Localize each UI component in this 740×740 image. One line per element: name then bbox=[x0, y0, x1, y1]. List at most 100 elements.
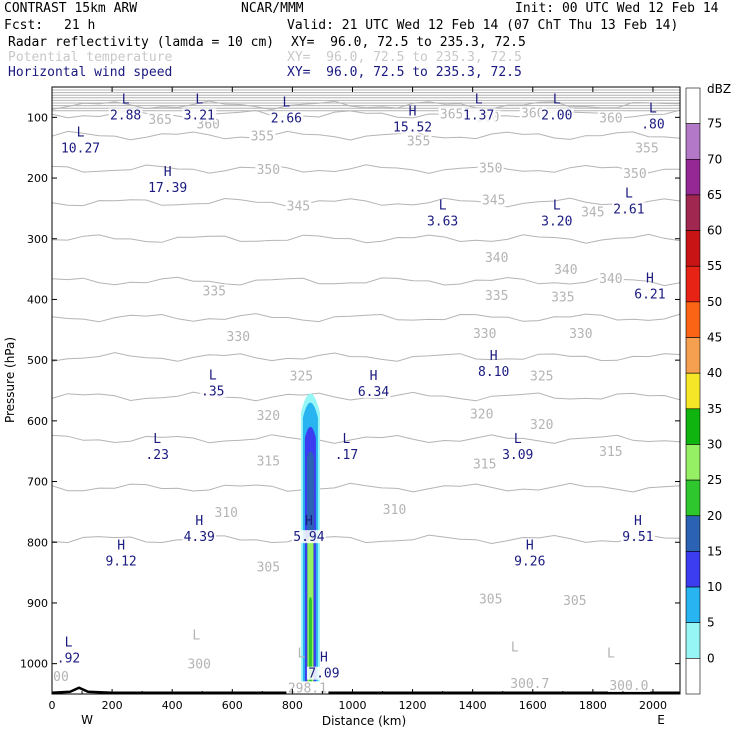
x-tick-label: 1600 bbox=[519, 699, 547, 712]
field-reflectivity-name: Radar reflectivity (lamda = 10 cm) bbox=[8, 35, 275, 50]
colorbar-swatch bbox=[685, 586, 701, 624]
x-tick-label: 1800 bbox=[579, 699, 607, 712]
theta-label: 305 bbox=[479, 593, 502, 608]
theta-label-bg bbox=[597, 111, 624, 125]
wind-value-bg bbox=[539, 214, 574, 228]
colorbar-swatch bbox=[685, 194, 701, 231]
east-label: E bbox=[657, 713, 665, 727]
wind-extreme-value: 1.37 bbox=[463, 108, 494, 123]
theta-label-bg bbox=[483, 250, 510, 264]
terrain-line bbox=[51, 686, 680, 695]
theta-label-bg bbox=[201, 284, 228, 298]
colorbar-swatch bbox=[685, 301, 701, 338]
wind-extreme-letter: L bbox=[439, 199, 447, 214]
wind-extreme-letter: L bbox=[343, 432, 351, 447]
wind-extreme-value: 9.12 bbox=[105, 554, 136, 569]
wind-extreme-letter: L bbox=[153, 432, 161, 447]
y-axis-label: Pressure (hPa) bbox=[3, 337, 17, 423]
theta-label: 340 bbox=[554, 263, 577, 278]
forecast-hours: 21 h bbox=[64, 18, 96, 33]
theta-label-bg bbox=[438, 107, 465, 121]
colorbar-swatch bbox=[685, 408, 701, 445]
theta-label: 360 bbox=[521, 106, 544, 121]
theta-label: 360 bbox=[599, 111, 622, 126]
wind-extreme-letter: L bbox=[77, 126, 85, 141]
theta-label-bg bbox=[286, 681, 329, 695]
x-tick-label: 600 bbox=[222, 699, 243, 712]
colorbar-level-label: 5 bbox=[707, 616, 715, 630]
theta-contour-lines bbox=[51, 89, 681, 545]
theta-label-bg bbox=[579, 205, 606, 219]
axes: 0 200 400 600 800 1000 1200 1400 1600 1800 2000 100… bbox=[20, 86, 681, 712]
theta-label: 365 bbox=[440, 108, 463, 123]
wind-extreme-value: 3.20 bbox=[541, 215, 572, 230]
wind-extreme-letter: H bbox=[370, 369, 378, 384]
field-theta-xy: XY= 96.0, 72.5 to 235.3, 72.5 bbox=[287, 50, 522, 65]
theta-label-bg bbox=[249, 129, 276, 143]
colorbar-level-label: 45 bbox=[707, 331, 722, 345]
theta-label: 350 bbox=[479, 162, 502, 177]
wind-value-bg bbox=[306, 666, 341, 680]
x-tick-label: 1000 bbox=[338, 699, 366, 712]
theta-label-bg bbox=[597, 272, 624, 286]
theta-label-bg bbox=[552, 263, 579, 277]
theta-label-bg bbox=[549, 290, 576, 304]
y-tick-label: 800 bbox=[27, 536, 48, 549]
theta-label-bg bbox=[477, 161, 504, 175]
theta-label-bg bbox=[186, 657, 213, 671]
theta-label: 305 bbox=[563, 594, 586, 609]
theta-label-bg bbox=[477, 592, 504, 606]
wind-extreme-letter: L bbox=[649, 101, 657, 116]
y-tick-label: 100 bbox=[27, 111, 48, 124]
x-tick-label: 2000 bbox=[639, 699, 667, 712]
wind-extreme-value: 3.21 bbox=[184, 108, 215, 123]
wind-extreme-letter: H bbox=[164, 165, 172, 180]
y-tick-label: 400 bbox=[27, 293, 48, 306]
theta-contour-365 bbox=[51, 109, 681, 120]
theta-label: 300 bbox=[187, 658, 210, 673]
wind-extreme-value: .23 bbox=[145, 448, 168, 463]
x-tick-label: 0 bbox=[49, 699, 56, 712]
wind-value-bg bbox=[104, 554, 139, 568]
colorbar: 0 5 10 15 20 25 30 35 40 45 50 55 60 65 70 75 bbox=[685, 87, 722, 695]
x-axis-label: Distance (km) bbox=[322, 714, 406, 728]
theta-extreme-letter: L bbox=[297, 647, 305, 662]
theta-label-bg bbox=[471, 457, 498, 471]
wind-extreme-value: 2.61 bbox=[613, 202, 644, 217]
wind-extreme-value: 9.26 bbox=[514, 554, 545, 569]
theta-label-bg bbox=[633, 141, 660, 155]
wind-value-bg bbox=[199, 384, 226, 398]
theta-extreme-letter: L bbox=[511, 641, 519, 656]
theta-label-bg bbox=[213, 505, 240, 519]
field-reflectivity-xy: XY= 96.0, 72.5 to 235.3, 72.5 bbox=[291, 35, 526, 50]
wind-value-bg bbox=[391, 120, 434, 134]
forecast-label: Fcst: bbox=[4, 18, 44, 33]
theta-label: 315 bbox=[473, 457, 496, 472]
wind-extreme-letter: L bbox=[65, 636, 73, 651]
wind-extreme-value: .92 bbox=[57, 652, 80, 667]
wind-value-bg bbox=[476, 365, 511, 379]
theta-label-bg bbox=[255, 560, 282, 574]
colorbar-level-label: 0 bbox=[707, 651, 715, 665]
y-tick-label: 300 bbox=[27, 233, 48, 246]
colorbar-swatch bbox=[685, 515, 701, 552]
colorbar-swatch bbox=[685, 87, 701, 124]
wind-extreme-letter: H bbox=[409, 104, 417, 119]
wind-extreme-value: 4.39 bbox=[184, 530, 215, 545]
colorbar-level-label: 50 bbox=[707, 295, 722, 309]
theta-label-bg bbox=[483, 289, 510, 303]
theta-label: 305 bbox=[257, 561, 280, 576]
theta-label: 300.0 bbox=[609, 679, 648, 694]
wind-value-bg bbox=[512, 554, 547, 568]
theta-label-bg bbox=[480, 193, 507, 207]
wind-extreme-value: .17 bbox=[335, 448, 358, 463]
theta-label-bg bbox=[471, 326, 498, 340]
colorbar-level-label: 15 bbox=[707, 544, 722, 558]
theta-label-bg bbox=[285, 199, 312, 213]
contour-labels: 3653603653603603603553553553503503503453… bbox=[52, 92, 667, 696]
theta-label: 355 bbox=[407, 134, 430, 149]
x-tick-label: 400 bbox=[162, 699, 183, 712]
wind-value-bg bbox=[539, 108, 574, 122]
theta-extreme-letter: L bbox=[607, 647, 615, 662]
wind-extreme-value: 5.94 bbox=[293, 530, 324, 545]
